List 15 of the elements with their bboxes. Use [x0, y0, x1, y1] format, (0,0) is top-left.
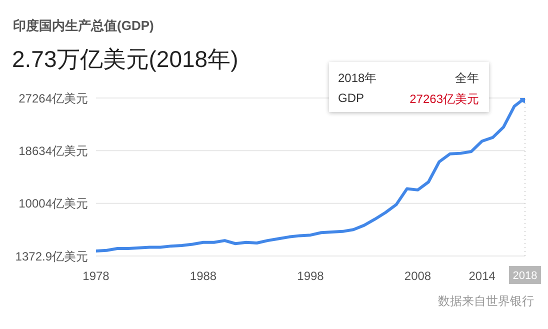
y-tick-label: 10004亿美元: [18, 196, 88, 211]
x-tick-label: 2014: [468, 269, 496, 283]
chart-title: 印度国内生产总值(GDP): [13, 17, 154, 35]
annotation: 27263亿美元: [410, 91, 479, 108]
y-tick-label: 1372.9亿美元: [15, 249, 88, 264]
chart-subtitle: 2.73万亿美元(2018年): [12, 45, 238, 74]
x-tick-label: 1978: [82, 269, 110, 283]
x-tick-label: 1988: [190, 269, 217, 283]
x-tick-label: 2018: [512, 270, 538, 282]
y-tick-label: 18634亿美元: [18, 144, 88, 158]
x-tick-label: 1998: [297, 269, 324, 283]
y-tick-label: 27264亿美元: [18, 91, 88, 106]
x-tick-label: 2008: [404, 269, 432, 283]
tooltip-box: 2018年 全年 GDP 27263亿美元: [329, 62, 489, 112]
text: 数据来自世界银行: [438, 293, 534, 310]
